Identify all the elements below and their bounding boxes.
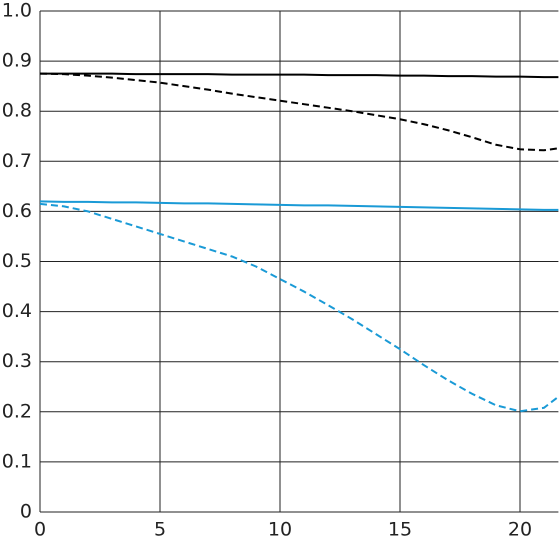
y-tick-label: 0.8: [2, 100, 32, 122]
y-tick-label: 0.2: [2, 400, 32, 422]
y-tick-label: 0: [20, 501, 32, 523]
y-tick-label: 0.1: [2, 450, 32, 472]
x-tick-label: 20: [508, 519, 532, 541]
y-tick-label: 0.9: [2, 50, 32, 72]
y-tick-label: 0.3: [2, 350, 32, 372]
y-tick-label: 0.5: [2, 250, 32, 272]
mtf-line: [39, 202, 560, 413]
y-tick-label: 0.6: [2, 200, 32, 222]
y-tick-label: 1.0: [2, 0, 32, 22]
x-tick-label: 5: [154, 519, 166, 541]
mtf-line: [40, 72, 559, 79]
x-tick-label: 10: [268, 519, 292, 541]
mtf-line: [39, 200, 559, 211]
y-tick-label: 0.4: [2, 300, 32, 322]
mtf-line: [39, 72, 559, 152]
x-tick-label: 15: [388, 519, 412, 541]
y-tick-label: 0.7: [2, 150, 32, 172]
x-tick-label: 0: [34, 519, 46, 541]
